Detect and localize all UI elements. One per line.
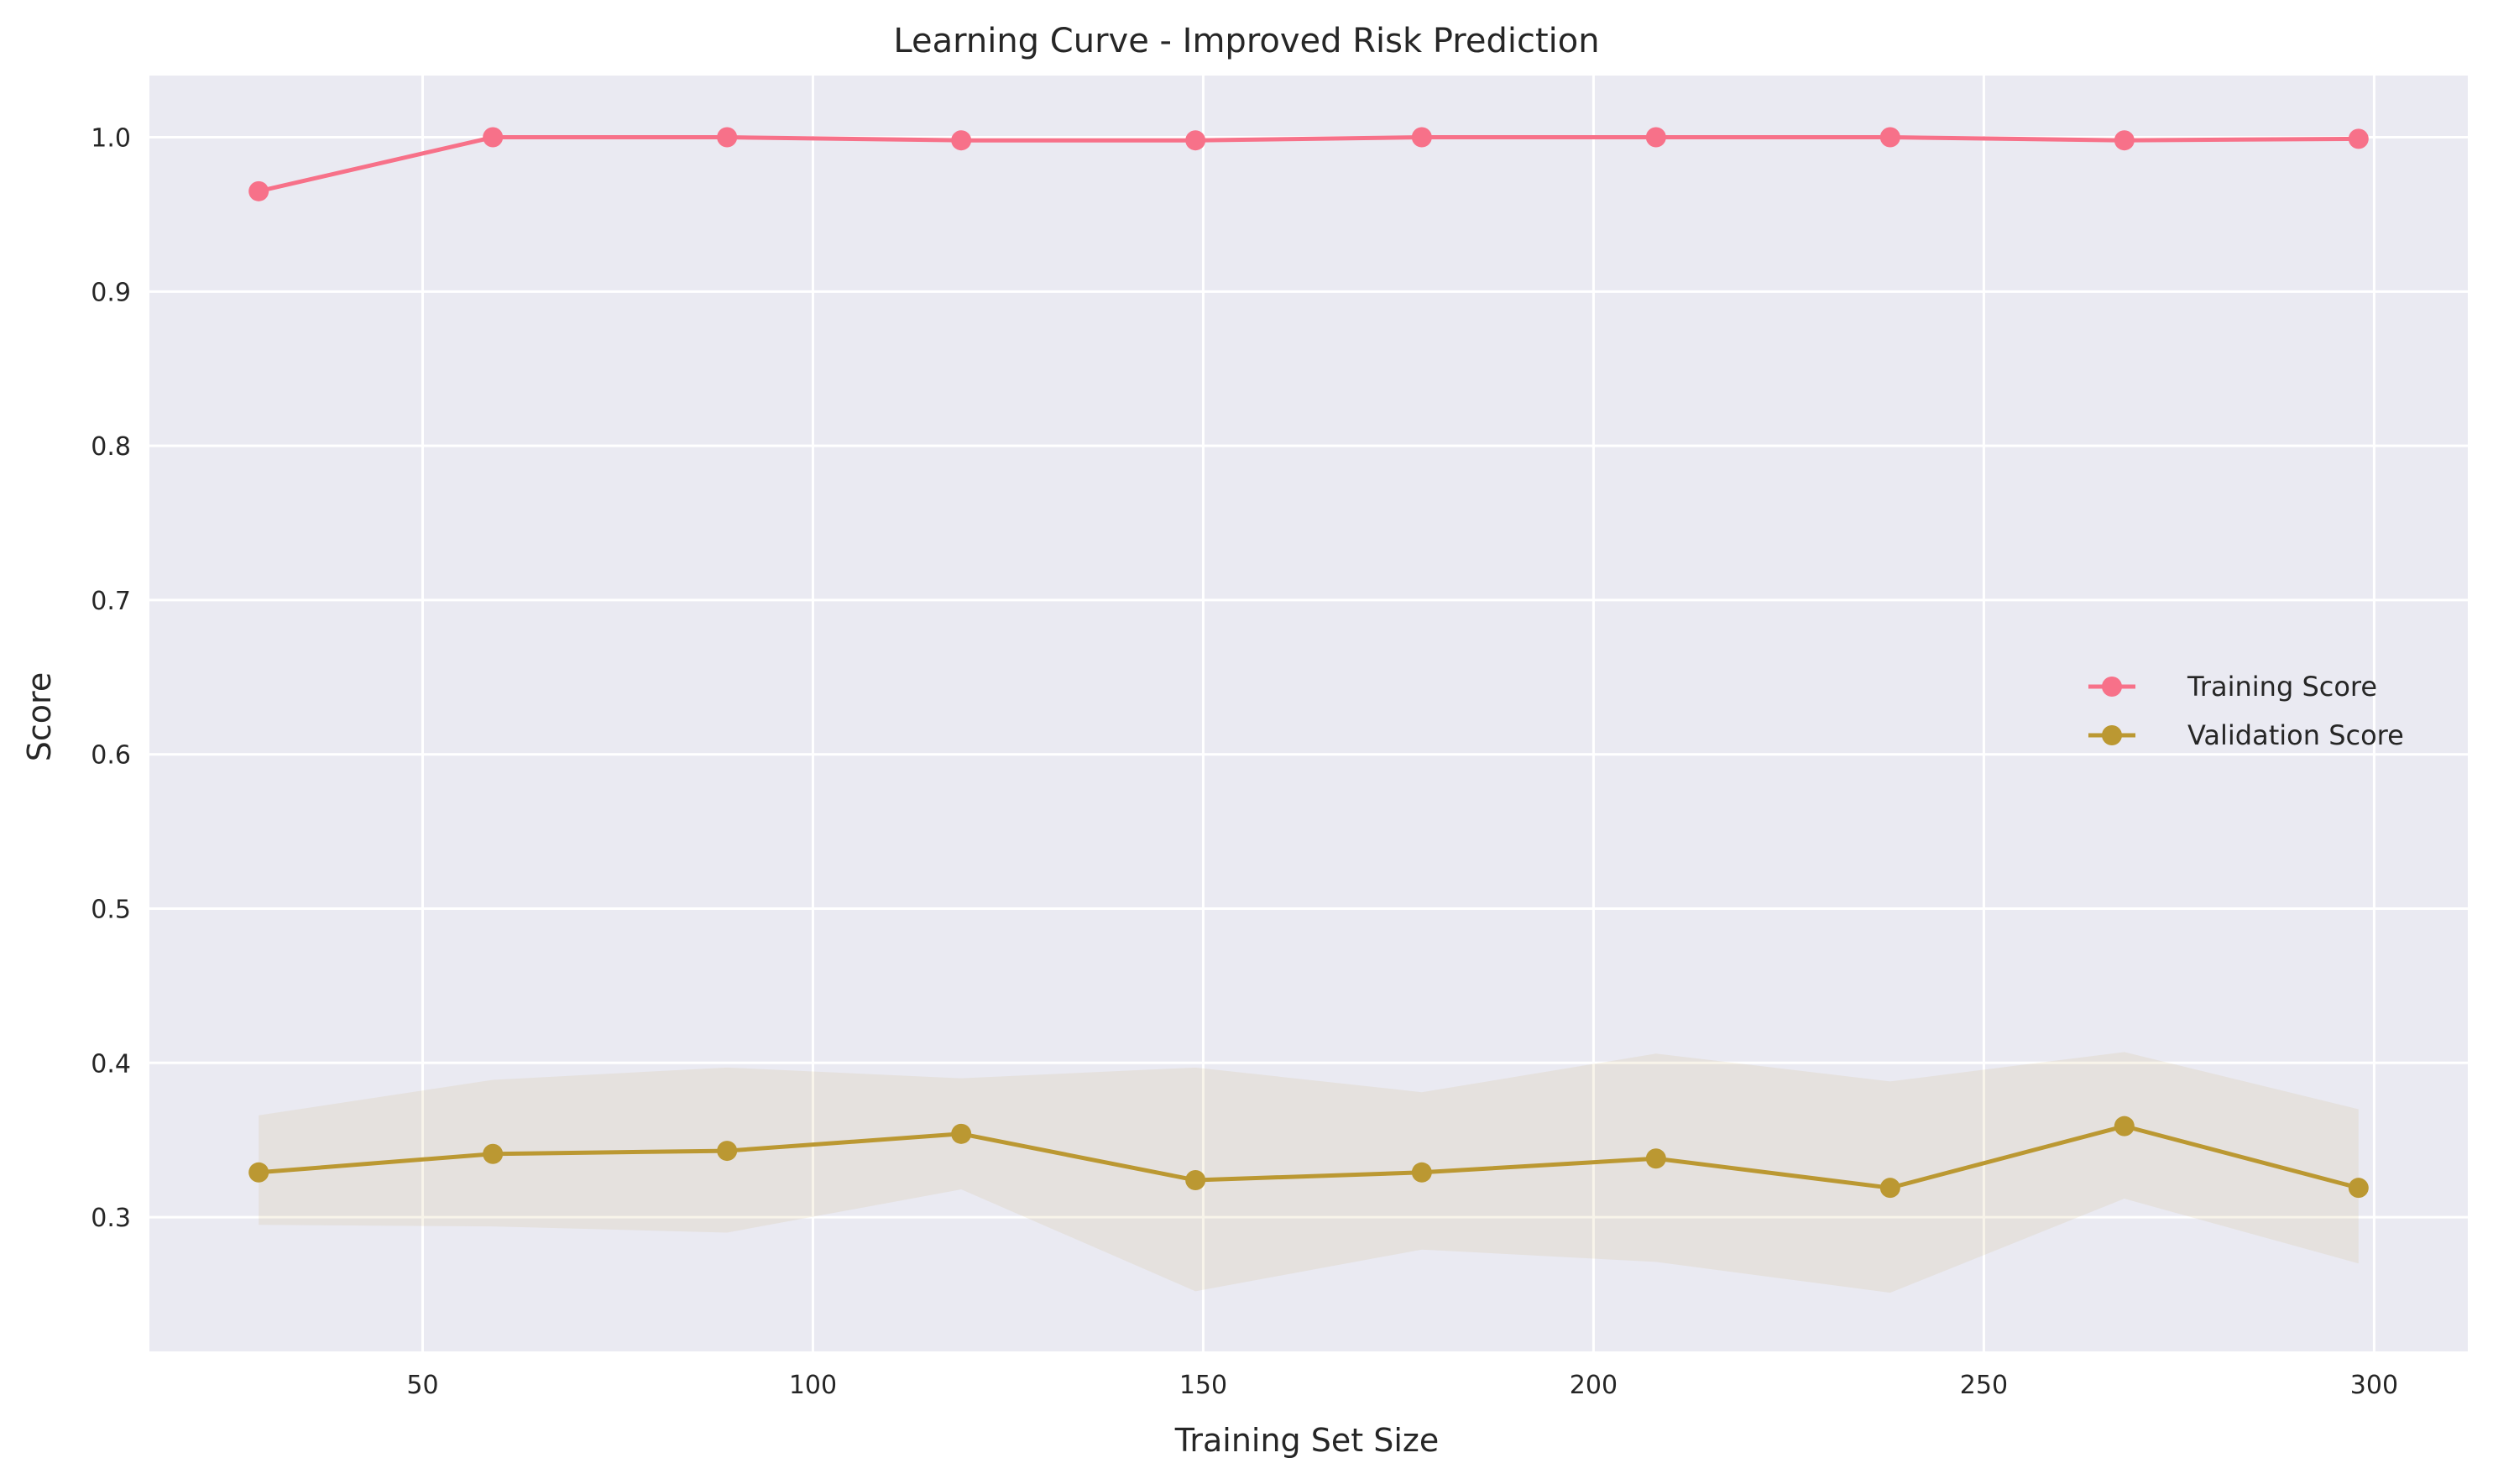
x-tick-label: 300 (2350, 1371, 2398, 1400)
legend-training-marker (2102, 677, 2122, 697)
x-tick-label: 50 (406, 1371, 438, 1400)
confidence-bands (259, 1052, 2359, 1293)
validation-score-point (2114, 1116, 2135, 1137)
y-tick-label: 0.4 (91, 1049, 131, 1079)
y-tick-labels: 0.3 0.4 0.5 0.6 0.7 0.8 0.9 1.0 (91, 124, 131, 1234)
x-tick-label: 100 (789, 1371, 837, 1400)
series-points (248, 127, 2369, 1199)
training-score-point (1411, 127, 1432, 148)
training-score-point (1185, 130, 1206, 151)
chart-title: Learning Curve - Improved Risk Predictio… (893, 22, 1599, 60)
y-tick-label: 0.7 (91, 587, 131, 616)
y-tick-label: 0.9 (91, 278, 131, 307)
training-score-point (248, 180, 269, 201)
validation-score-point (951, 1123, 972, 1144)
y-tick-label: 0.5 (91, 896, 131, 925)
validation-score-band (259, 1052, 2359, 1293)
validation-score-point (1411, 1162, 1432, 1183)
training-score-point (1645, 127, 1666, 148)
y-axis-label: Score (21, 672, 58, 761)
y-tick-label: 0.3 (91, 1204, 131, 1233)
y-tick-label: 0.6 (91, 741, 131, 771)
x-tick-label: 250 (1960, 1371, 2008, 1400)
validation-score-point (1879, 1178, 1900, 1199)
x-axis-label: Training Set Size (1174, 1422, 1440, 1459)
training-score-point (951, 130, 972, 151)
legend-training-label: Training Score (2187, 671, 2377, 703)
legend-validation-label: Validation Score (2187, 719, 2404, 751)
validation-score-point (1185, 1169, 1206, 1190)
x-tick-label: 150 (1179, 1371, 1227, 1400)
training-score-point (717, 127, 738, 148)
series-lines (258, 135, 2360, 1190)
training-score-point (483, 127, 504, 148)
y-tick-label: 1.0 (91, 124, 131, 154)
validation-score-line (258, 1124, 2360, 1190)
legend-validation-marker (2102, 725, 2122, 745)
x-tick-label: 200 (1570, 1371, 1618, 1400)
validation-score-point (1645, 1148, 1666, 1169)
training-score-line (258, 135, 2359, 194)
y-tick-label: 0.8 (91, 432, 131, 462)
validation-score-point (717, 1141, 738, 1162)
training-score-point (2348, 128, 2369, 149)
validation-score-point (2348, 1178, 2369, 1199)
validation-score-point (248, 1162, 269, 1183)
training-score-point (2114, 130, 2135, 151)
legend: Training Score Validation Score (2088, 671, 2404, 751)
validation-score-point (483, 1143, 504, 1164)
training-score-point (1879, 127, 1900, 148)
x-tick-labels: 50 100 150 200 250 300 (406, 1371, 2398, 1400)
